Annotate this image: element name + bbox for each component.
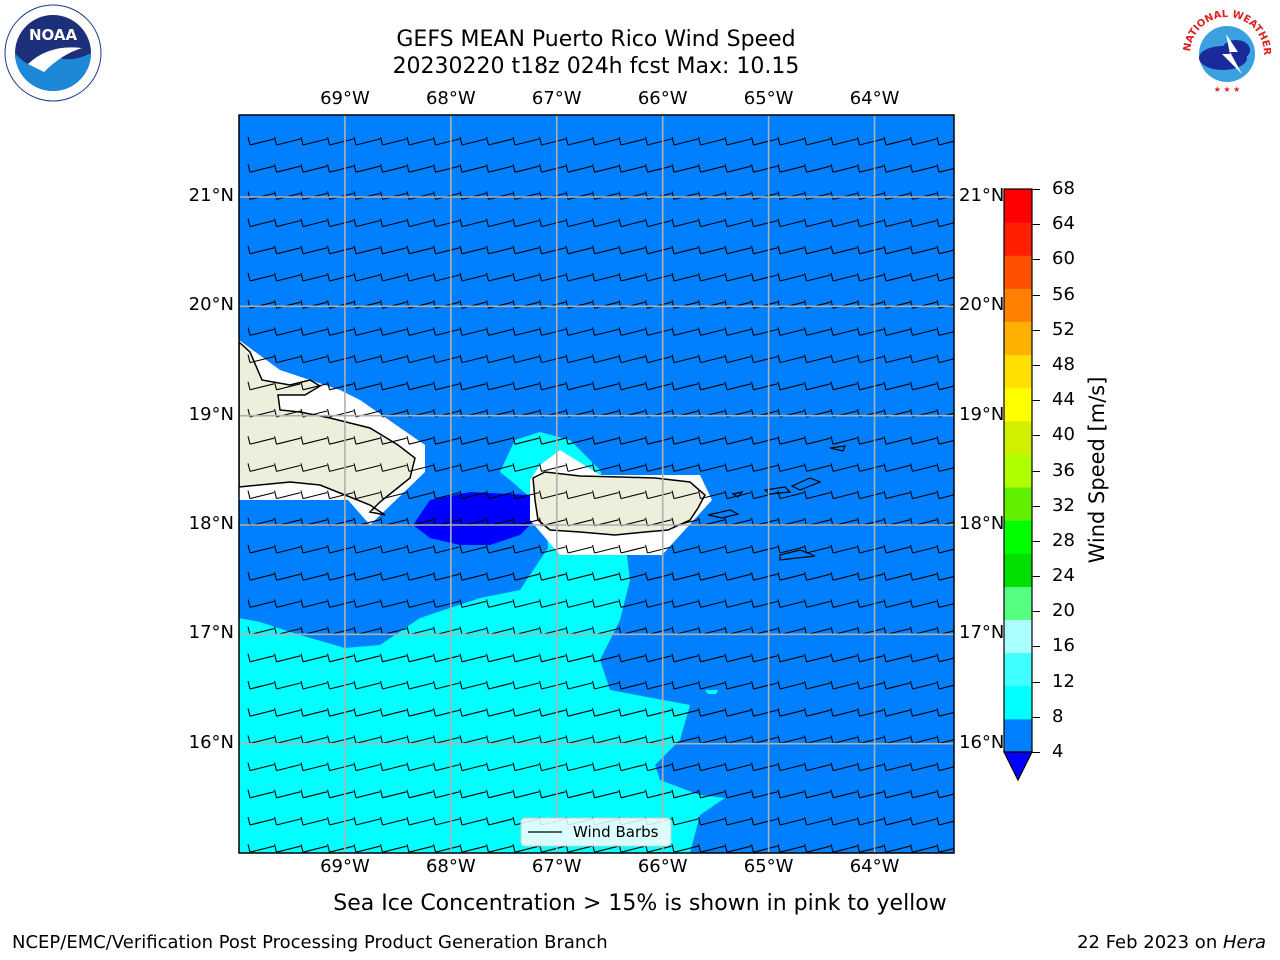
colorbar-tick-mark <box>1032 576 1040 578</box>
colorbar-tick-label: 8 <box>1052 705 1064 727</box>
map-frame <box>238 114 955 854</box>
wind-barbs-legend: Wind Barbs <box>520 817 672 847</box>
lat-tick-label-left: 19°N <box>188 403 234 425</box>
wind-region-4-8 <box>413 492 535 545</box>
chart-title: GEFS MEAN Puerto Rico Wind Speed <box>396 27 796 52</box>
lon-tick-label-bottom: 69°W <box>320 856 370 877</box>
colorbar-tick-label: 64 <box>1052 213 1075 235</box>
colorbar-tick-label: 40 <box>1052 424 1075 446</box>
colorbar-tick-mark <box>1032 611 1040 613</box>
colorbar-segment <box>1004 685 1032 720</box>
colorbar-segment <box>1004 718 1032 753</box>
lon-tick-label-top: 69°W <box>320 88 370 109</box>
lon-tick-label-bottom: 65°W <box>743 856 794 877</box>
colorbar-tick-label: 36 <box>1052 459 1075 481</box>
sea-ice-note: Sea Ice Concentration > 15% is shown in … <box>333 891 947 916</box>
lon-tick-label-top: 68°W <box>425 88 476 109</box>
colorbar-tick-label: 32 <box>1052 494 1075 516</box>
colorbar-segment <box>1004 520 1032 554</box>
lat-tick-label-left: 17°N <box>188 622 234 644</box>
lon-tick-label-top: 65°W <box>743 88 794 109</box>
noaa-logo: NOAA <box>4 4 102 102</box>
colorbar-tick-mark <box>1032 189 1040 190</box>
map-gridlines <box>239 115 954 853</box>
colorbar-segment <box>1004 420 1032 455</box>
colorbar-tick-label: 48 <box>1052 353 1075 375</box>
colorbar-tick-label: 52 <box>1052 318 1075 340</box>
lon-tick-label-bottom: 66°W <box>637 856 688 877</box>
lon-tick-label-top: 66°W <box>637 88 688 109</box>
colorbar-tick-mark <box>1032 681 1040 683</box>
colorbar-segment <box>1004 586 1032 621</box>
colorbar-tick-mark <box>1032 400 1040 402</box>
colorbar-tick-mark <box>1032 329 1040 331</box>
lat-tick-label-left: 18°N <box>188 513 234 534</box>
colorbar <box>1003 188 1033 782</box>
colorbar-segment <box>1004 288 1032 322</box>
colorbar-tick-label: 56 <box>1052 283 1075 305</box>
colorbar-tick-label: 44 <box>1052 389 1075 411</box>
legend-label: Wind Barbs <box>573 823 659 841</box>
colorbar-tick-mark <box>1032 540 1040 542</box>
svg-text:★ ★ ★: ★ ★ ★ <box>1214 85 1241 94</box>
colorbar-segment <box>1004 453 1032 488</box>
lat-tick-label-right: 20°N <box>959 294 1005 316</box>
colorbar-segment <box>1004 652 1032 687</box>
colorbar-tick-mark <box>1032 364 1040 366</box>
footer-host: Hera <box>1222 932 1266 953</box>
colorbar-tick-mark <box>1032 716 1040 718</box>
lat-tick-label-right: 17°N <box>959 622 1005 644</box>
chart-subtitle: 20230220 t18z 024h fcst Max: 10.15 <box>392 54 800 79</box>
hispaniola-land <box>239 340 416 516</box>
lat-tick-label-left: 21°N <box>188 185 234 206</box>
colorbar-segment <box>1004 354 1032 389</box>
colorbar-tick-mark <box>1032 224 1040 226</box>
colorbar-tick-mark <box>1032 435 1040 437</box>
colorbar-tick-label: 4 <box>1052 741 1064 762</box>
colorbar-under-triangle <box>1003 751 1033 782</box>
colorbar-segment <box>1004 487 1032 521</box>
lon-tick-label-top: 64°W <box>849 88 900 109</box>
colorbar-segment <box>1004 189 1032 223</box>
colorbar-tick-label: 68 <box>1052 178 1075 199</box>
colorbar-tick-mark <box>1032 505 1040 507</box>
colorbar-segment <box>1004 255 1032 289</box>
lat-tick-label-right: 18°N <box>959 513 1005 534</box>
colorbar-tick-label: 16 <box>1052 635 1075 657</box>
lat-tick-label-left: 16°N <box>188 731 234 753</box>
colorbar-tick-label: 28 <box>1052 529 1075 551</box>
colorbar-tick-mark <box>1032 294 1040 296</box>
lon-tick-label-bottom: 64°W <box>849 856 900 877</box>
footer-date: 22 Feb 2023 on Hera <box>1077 932 1266 953</box>
lat-tick-label-left: 20°N <box>188 294 234 316</box>
lon-tick-label-bottom: 68°W <box>425 856 476 877</box>
colorbar-tick-label: 60 <box>1052 248 1075 270</box>
lat-tick-label-right: 16°N <box>959 731 1005 753</box>
lon-tick-label-top: 67°W <box>531 88 582 109</box>
colorbar-segment <box>1004 321 1032 356</box>
colorbar-tick-mark <box>1032 646 1040 648</box>
lat-tick-label-right: 21°N <box>959 185 1005 206</box>
colorbar-segment <box>1004 619 1032 654</box>
colorbar-tick-mark <box>1032 752 1040 753</box>
colorbar-tick-mark <box>1032 470 1040 472</box>
svg-text:NOAA: NOAA <box>29 26 78 44</box>
colorbar-segment <box>1004 222 1032 256</box>
colorbar-tick-mark <box>1032 259 1040 261</box>
colorbar-segment <box>1004 553 1032 587</box>
lat-tick-label-right: 19°N <box>959 403 1005 425</box>
colorbar-tick-label: 20 <box>1052 600 1075 622</box>
colorbar-tick-label: 12 <box>1052 670 1075 692</box>
national-weather-service-logo: NATIONAL WEATHER SERVICE ★ ★ ★ <box>1174 0 1276 100</box>
colorbar-segment <box>1004 387 1032 422</box>
lon-tick-label-bottom: 67°W <box>531 856 582 877</box>
footer-credit: NCEP/EMC/Verification Post Processing Pr… <box>12 932 608 953</box>
colorbar-tick-label: 24 <box>1052 565 1075 587</box>
